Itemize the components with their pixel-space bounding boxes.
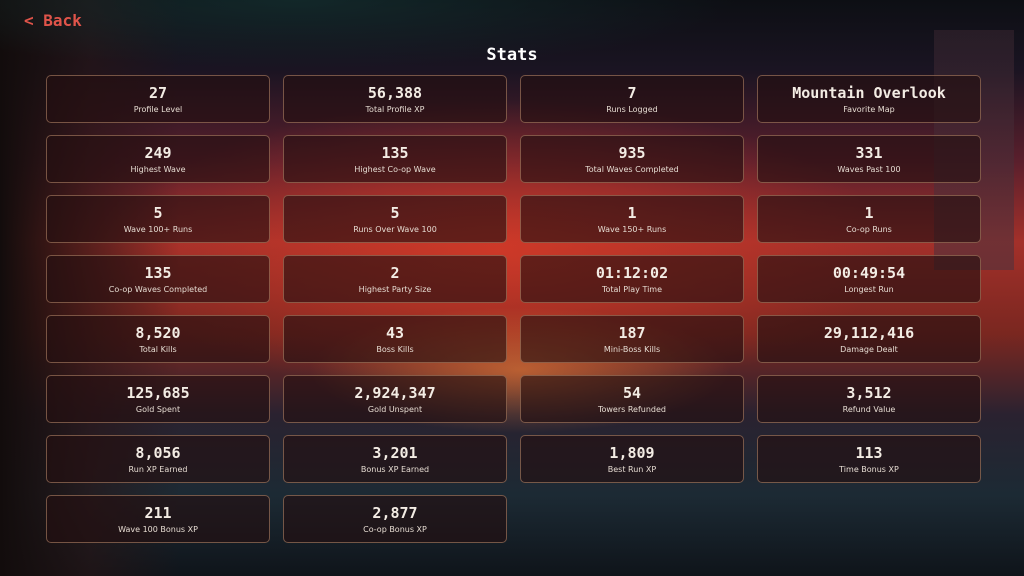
stat-card: 3,512 Refund Value xyxy=(757,375,981,423)
stat-card: 2 Highest Party Size xyxy=(283,255,507,303)
stat-value: 125,685 xyxy=(126,384,190,402)
stat-label: Runs Over Wave 100 xyxy=(353,225,437,234)
stat-label: Total Profile XP xyxy=(365,105,425,114)
stat-value: 1,809 xyxy=(609,444,655,462)
stat-label: Co-op Waves Completed xyxy=(108,285,208,294)
stat-label: Best Run XP xyxy=(607,465,657,474)
stat-value: 29,112,416 xyxy=(823,324,915,342)
stat-label: Wave 150+ Runs xyxy=(597,225,667,234)
stat-label: Profile Level xyxy=(133,105,183,114)
stat-label: Run XP Earned xyxy=(128,465,188,474)
stat-card: 5 Runs Over Wave 100 xyxy=(283,195,507,243)
stat-label: Total Play Time xyxy=(601,285,663,294)
stat-label: Highest Co-op Wave xyxy=(354,165,436,174)
stat-label: Waves Past 100 xyxy=(837,165,901,174)
stat-label: Refund Value xyxy=(842,405,896,414)
stat-value: 56,388 xyxy=(367,84,423,102)
stat-card: 27 Profile Level xyxy=(46,75,270,123)
stat-label: Co-op Bonus XP xyxy=(363,525,427,534)
stat-card: 5 Wave 100+ Runs xyxy=(46,195,270,243)
stat-card: 1 Co-op Runs xyxy=(757,195,981,243)
stat-value: 01:12:02 xyxy=(595,264,669,282)
stat-label: Co-op Runs xyxy=(846,225,892,234)
stat-value: 5 xyxy=(153,204,163,222)
background-canopy xyxy=(0,0,740,70)
stat-label: Longest Run xyxy=(844,285,894,294)
stat-card: Mountain Overlook Favorite Map xyxy=(757,75,981,123)
stat-value: 5 xyxy=(390,204,400,222)
stat-label: Gold Spent xyxy=(135,405,181,414)
stat-label: Wave 100 Bonus XP xyxy=(118,525,198,534)
stat-card: 113 Time Bonus XP xyxy=(757,435,981,483)
stat-value: 187 xyxy=(618,324,646,342)
stat-value: 00:49:54 xyxy=(832,264,906,282)
stat-card: 249 Highest Wave xyxy=(46,135,270,183)
stat-card: 3,201 Bonus XP Earned xyxy=(283,435,507,483)
stat-label: Boss Kills xyxy=(376,345,414,354)
stat-value: 935 xyxy=(618,144,646,162)
stat-value: 135 xyxy=(144,264,172,282)
stat-card: 29,112,416 Damage Dealt xyxy=(757,315,981,363)
stat-label: Highest Wave xyxy=(130,165,186,174)
stat-card: 187 Mini-Boss Kills xyxy=(520,315,744,363)
stat-card: 2,924,347 Gold Unspent xyxy=(283,375,507,423)
stat-value: 3,201 xyxy=(372,444,418,462)
stat-value: 113 xyxy=(855,444,883,462)
stat-card: 8,056 Run XP Earned xyxy=(46,435,270,483)
stat-card: 8,520 Total Kills xyxy=(46,315,270,363)
stat-value: 43 xyxy=(385,324,405,342)
stat-card: 1 Wave 150+ Runs xyxy=(520,195,744,243)
stat-label: Wave 100+ Runs xyxy=(123,225,193,234)
stat-value: 7 xyxy=(627,84,637,102)
stat-label: Bonus XP Earned xyxy=(360,465,430,474)
stat-value: 8,520 xyxy=(135,324,181,342)
stat-label: Gold Unspent xyxy=(367,405,423,414)
page-title: Stats xyxy=(486,45,538,65)
stat-card: 56,388 Total Profile XP xyxy=(283,75,507,123)
stat-card: 125,685 Gold Spent xyxy=(46,375,270,423)
stat-label: Time Bonus XP xyxy=(839,465,899,474)
stat-value: 1 xyxy=(627,204,637,222)
stat-card: 211 Wave 100 Bonus XP xyxy=(46,495,270,543)
stat-card: 01:12:02 Total Play Time xyxy=(520,255,744,303)
stat-value: 2 xyxy=(390,264,400,282)
stat-card: 135 Co-op Waves Completed xyxy=(46,255,270,303)
stat-card: 135 Highest Co-op Wave xyxy=(283,135,507,183)
stat-label: Total Waves Completed xyxy=(585,165,679,174)
stat-value: 249 xyxy=(144,144,172,162)
stat-card: 54 Towers Refunded xyxy=(520,375,744,423)
stat-label: Damage Dealt xyxy=(840,345,898,354)
stat-card: 43 Boss Kills xyxy=(283,315,507,363)
stat-card: 2,877 Co-op Bonus XP xyxy=(283,495,507,543)
stat-label: Total Kills xyxy=(139,345,177,354)
stat-value: 1 xyxy=(864,204,874,222)
stat-label: Favorite Map xyxy=(843,105,895,114)
stat-value: 54 xyxy=(622,384,642,402)
stat-value: 2,877 xyxy=(372,504,418,522)
stat-value: 27 xyxy=(148,84,168,102)
stat-value: 331 xyxy=(855,144,883,162)
stat-value: 211 xyxy=(144,504,172,522)
stat-value: 2,924,347 xyxy=(354,384,436,402)
back-button[interactable]: < Back xyxy=(24,11,82,30)
stat-label: Towers Refunded xyxy=(597,405,667,414)
stat-card: 00:49:54 Longest Run xyxy=(757,255,981,303)
stat-label: Mini-Boss Kills xyxy=(603,345,661,354)
stat-card: 7 Runs Logged xyxy=(520,75,744,123)
stat-value: 135 xyxy=(381,144,409,162)
stat-value: Mountain Overlook xyxy=(792,84,946,102)
stat-label: Runs Logged xyxy=(606,105,658,114)
stat-value: 8,056 xyxy=(135,444,181,462)
stat-card: 1,809 Best Run XP xyxy=(520,435,744,483)
stats-grid: 27 Profile Level 56,388 Total Profile XP 7 Ru… xyxy=(46,75,981,543)
stat-value: 3,512 xyxy=(846,384,892,402)
stat-card: 331 Waves Past 100 xyxy=(757,135,981,183)
stat-card: 935 Total Waves Completed xyxy=(520,135,744,183)
stat-label: Highest Party Size xyxy=(358,285,432,294)
